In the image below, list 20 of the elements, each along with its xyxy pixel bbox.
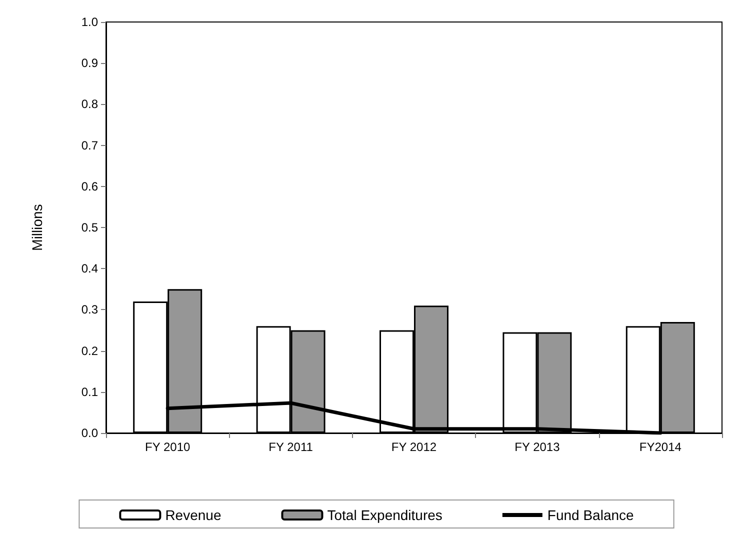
y-axis-title: Millions	[29, 204, 45, 251]
y-tick-label: 0.5	[81, 220, 98, 234]
y-tick-label: 0.3	[81, 302, 98, 317]
x-tick-label: FY 2013	[514, 440, 560, 454]
y-tick-label: 0.9	[81, 56, 98, 70]
x-tick-label: FY 2011	[268, 440, 314, 454]
legend-label: Revenue	[165, 507, 222, 523]
y-tick-label: 0.8	[81, 97, 98, 112]
y-tick-label: 0.6	[81, 179, 98, 194]
y-tick-label: 0.7	[81, 138, 98, 152]
legend-label: Total Expenditures	[327, 507, 442, 523]
x-tick-label: FY 2010	[145, 440, 190, 454]
y-tick-label: 0.2	[81, 344, 98, 358]
x-tick-label: FY 2012	[391, 440, 437, 454]
x-tick-label: FY2014	[639, 440, 682, 454]
y-tick-label: 0.0	[81, 426, 98, 440]
y-tick-label: 0.1	[81, 384, 98, 399]
y-tick-label: 1.0	[81, 15, 98, 29]
y-tick-label: 0.4	[81, 262, 98, 276]
legend-label: Fund Balance	[547, 507, 634, 523]
